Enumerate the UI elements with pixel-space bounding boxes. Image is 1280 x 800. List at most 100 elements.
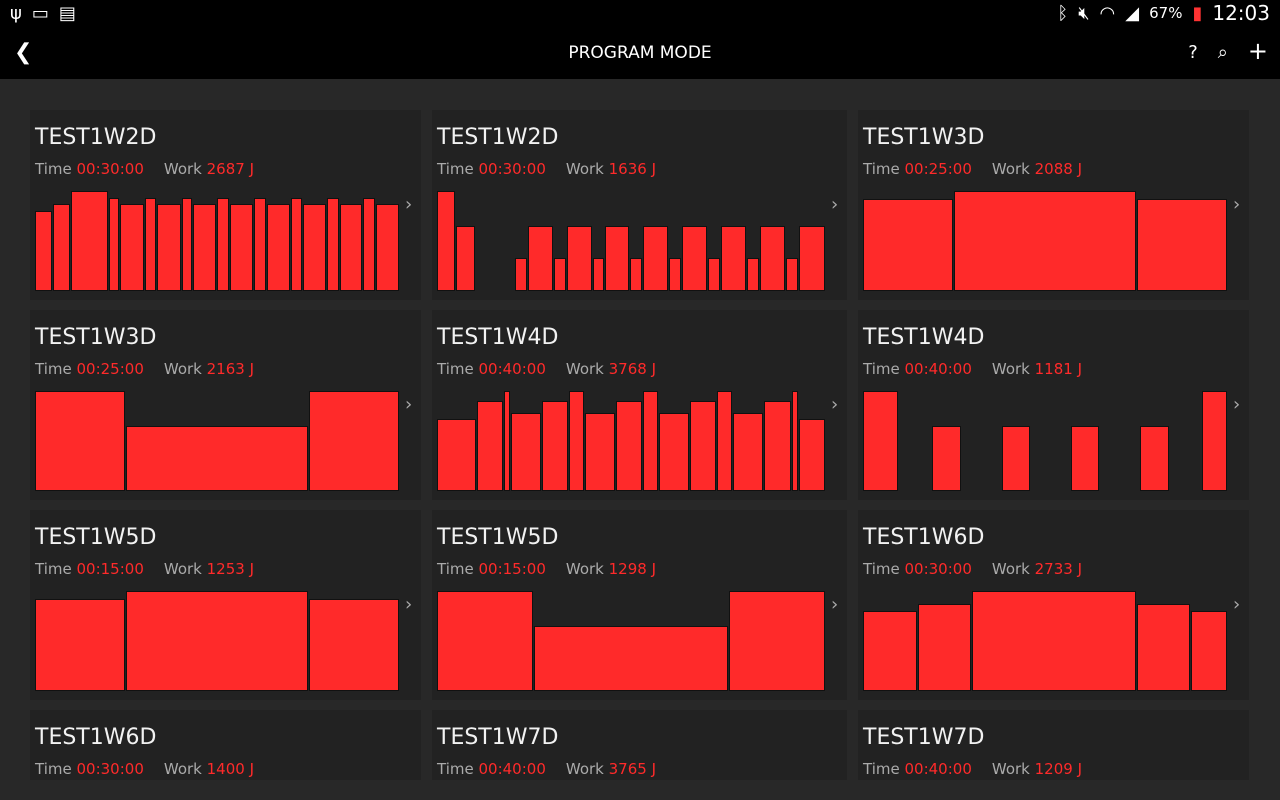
work-value: 3768 J [608, 360, 657, 378]
program-info: Time 00:40:00 Work 3768 J [437, 360, 656, 378]
battery-icon: ▮ [1192, 2, 1203, 24]
program-info: Time 00:40:00 Work 1181 J [863, 360, 1082, 378]
profile-segment [708, 258, 721, 291]
profile-segment [1140, 426, 1169, 491]
program-info: Time 00:30:00 Work 2733 J [863, 560, 1082, 578]
profile-segment [181, 198, 193, 291]
program-card[interactable]: TEST1W4D Time 00:40:00 Work 3768 J › [432, 310, 847, 500]
profile-segment [616, 401, 643, 491]
chevron-right-icon[interactable]: › [831, 594, 839, 615]
program-card[interactable]: TEST1W4D Time 00:40:00 Work 1181 J › [858, 310, 1249, 500]
profile-segment [375, 204, 399, 291]
program-card[interactable]: TEST1W2D Time 00:30:00 Work 1636 J › [432, 110, 847, 300]
time-label: Time [437, 560, 474, 578]
profile-segment [527, 226, 553, 291]
time-label: Time [437, 760, 474, 778]
profile-segment [254, 198, 266, 291]
profile-segment [193, 204, 217, 291]
search-button[interactable]: ⌕ [1217, 42, 1228, 63]
time-label: Time [35, 160, 72, 178]
profile-segment [1191, 611, 1227, 691]
profile-chart [437, 191, 826, 291]
time-value: 00:30:00 [76, 760, 144, 778]
profile-segment [511, 413, 542, 491]
chevron-right-icon[interactable]: › [831, 194, 839, 215]
profile-segment [669, 258, 682, 291]
profile-segment [476, 401, 503, 491]
time-label: Time [35, 360, 72, 378]
chevron-right-icon[interactable]: › [1233, 194, 1241, 215]
work-value: 2088 J [1034, 160, 1083, 178]
profile-segment [1137, 604, 1190, 691]
chevron-right-icon[interactable]: › [405, 194, 413, 215]
profile-segment [534, 626, 728, 691]
chevron-right-icon[interactable]: › [405, 594, 413, 615]
chevron-right-icon[interactable]: › [405, 394, 413, 415]
work-label: Work [163, 160, 202, 178]
time-label: Time [35, 560, 72, 578]
program-card[interactable]: TEST1W5D Time 00:15:00 Work 1298 J › [432, 510, 847, 700]
profile-segment [729, 591, 825, 691]
program-grid: TEST1W2D Time 00:30:00 Work 2687 J › TEST1W… [30, 110, 1250, 780]
program-card[interactable]: TEST1W5D Time 00:15:00 Work 1253 J › [30, 510, 421, 700]
program-info: Time 00:15:00 Work 1253 J [35, 560, 254, 578]
profile-segment [630, 258, 643, 291]
profile-segment [120, 204, 144, 291]
work-label: Work [565, 360, 604, 378]
program-info: Time 00:15:00 Work 1298 J [437, 560, 656, 578]
program-card[interactable]: TEST1W7D Time 00:40:00 Work 3765 J [432, 710, 847, 780]
program-info: Time 00:25:00 Work 2163 J [35, 360, 254, 378]
profile-segment [266, 204, 291, 291]
profile-segment [954, 191, 1136, 291]
time-value: 00:40:00 [904, 360, 972, 378]
chevron-right-icon[interactable]: › [1233, 394, 1241, 415]
program-name: TEST1W3D [863, 125, 985, 150]
usb-icon: ψ [10, 2, 22, 24]
profile-segment [553, 258, 566, 291]
time-value: 00:40:00 [904, 760, 972, 778]
profile-chart [863, 591, 1228, 691]
profile-segment [759, 226, 785, 291]
status-bar: ψ ▭ ▤ ᛒ 🔇︎ ◠ ◢ 67% ▮ 12:03 [0, 0, 1280, 26]
profile-chart [863, 391, 1228, 491]
program-card[interactable]: TEST1W6D Time 00:30:00 Work 1400 J [30, 710, 421, 780]
profile-segment [785, 258, 798, 291]
profile-segment [798, 419, 825, 491]
profile-segment [362, 198, 375, 291]
time-label: Time [437, 160, 474, 178]
program-name: TEST1W2D [437, 125, 559, 150]
profile-segment [717, 391, 733, 491]
profile-segment [918, 604, 971, 691]
profile-segment [108, 198, 120, 291]
back-button[interactable]: ❮ [14, 40, 33, 65]
program-card[interactable]: TEST1W7D Time 00:40:00 Work 1209 J [858, 710, 1249, 780]
work-value: 3765 J [608, 760, 657, 778]
work-value: 1253 J [206, 560, 255, 578]
chevron-right-icon[interactable]: › [831, 394, 839, 415]
work-value: 1181 J [1034, 360, 1083, 378]
work-label: Work [565, 160, 604, 178]
program-name: TEST1W4D [437, 325, 559, 350]
profile-segment [309, 599, 399, 691]
profile-segment [542, 401, 569, 491]
time-label: Time [863, 560, 900, 578]
profile-segment [764, 401, 791, 491]
work-value: 1209 J [1034, 760, 1083, 778]
profile-segment [230, 204, 254, 291]
work-value: 1636 J [608, 160, 657, 178]
program-name: TEST1W4D [863, 325, 985, 350]
program-card[interactable]: TEST1W6D Time 00:30:00 Work 2733 J › [858, 510, 1249, 700]
help-button[interactable]: ? [1188, 42, 1198, 63]
add-button[interactable]: + [1247, 37, 1268, 65]
app-bar: ❮ PROGRAM MODE ? ⌕ + [0, 26, 1280, 79]
profile-segment [569, 391, 585, 491]
chevron-right-icon[interactable]: › [1233, 594, 1241, 615]
profile-chart [35, 591, 400, 691]
program-card[interactable]: TEST1W3D Time 00:25:00 Work 2163 J › [30, 310, 421, 500]
program-name: TEST1W6D [35, 725, 157, 750]
program-info: Time 00:30:00 Work 1636 J [437, 160, 656, 178]
program-card[interactable]: TEST1W3D Time 00:25:00 Work 2088 J › [858, 110, 1249, 300]
work-label: Work [991, 560, 1030, 578]
profile-segment [659, 413, 690, 491]
program-card[interactable]: TEST1W2D Time 00:30:00 Work 2687 J › [30, 110, 421, 300]
